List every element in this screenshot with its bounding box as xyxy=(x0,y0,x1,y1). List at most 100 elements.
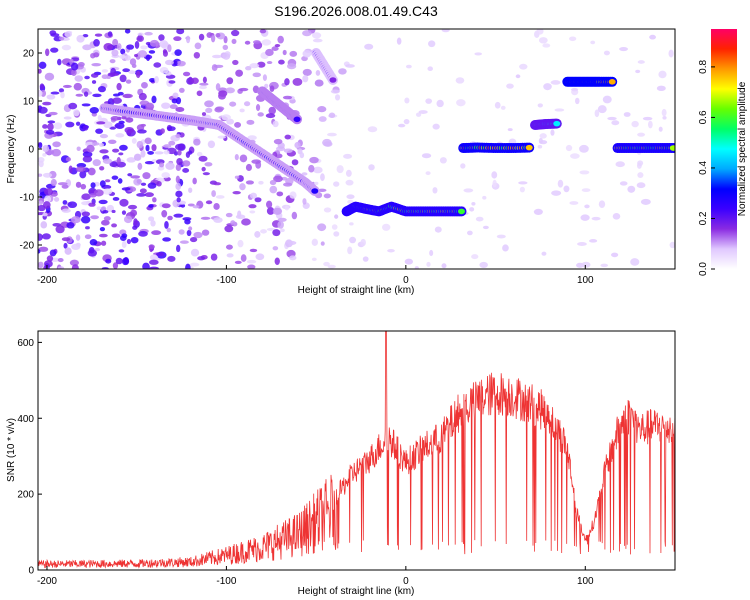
spectrogram-noise-blob xyxy=(193,51,201,59)
spectrogram-noise-blob xyxy=(44,195,52,203)
spectrogram-noise-blob xyxy=(202,172,210,176)
spectrogram-noise-blob xyxy=(277,220,284,229)
spectrogram-noise-blob xyxy=(57,58,62,66)
spectrogram-noise-blob xyxy=(502,244,509,252)
spectrogram-noise-blob xyxy=(65,121,75,128)
spectrogram-noise-blob xyxy=(563,185,570,193)
spectrogram-noise-blob xyxy=(254,230,261,238)
spectrogram-noise-blob xyxy=(140,149,146,158)
spectrogram-noise-blob xyxy=(126,44,135,50)
spectrogram-noise-blob xyxy=(171,98,178,104)
colorbar: 0.0 0.2 0.4 0.6 0.8 Normalized spectral ampl… xyxy=(698,29,748,276)
spectrogram-noise-blob xyxy=(109,161,118,168)
spectrogram-noise-blob xyxy=(349,222,354,226)
spectrogram-noise-blob xyxy=(161,102,171,109)
spectrogram-noise-blob xyxy=(96,121,106,125)
spectrogram-noise-blob xyxy=(612,213,621,220)
spectrogram-noise-blob xyxy=(239,154,248,163)
colorbar-tick-label: 0.8 xyxy=(698,60,709,74)
spectrogram-noise-blob xyxy=(169,104,178,110)
spectrogram-noise-blob xyxy=(519,63,528,70)
spectrogram-noise-blob xyxy=(86,144,95,153)
spectrogram-noise-blob xyxy=(571,87,579,92)
spectrogram-noise-blob xyxy=(147,150,154,155)
spectrogram-noise-blob xyxy=(55,225,65,234)
spectrogram-noise-blob xyxy=(125,79,132,84)
spectrogram-noise-blob xyxy=(151,230,162,236)
spectrogram-noise-blob xyxy=(554,108,565,112)
colorbar-tick-label: 0.0 xyxy=(698,262,709,276)
spectrogram-noise-blob xyxy=(168,80,176,84)
spectrogram-noise-blob xyxy=(53,197,60,202)
spectrogram-noise-blob xyxy=(302,30,312,37)
spectrogram-noise-blob xyxy=(149,254,158,261)
spectrogram-noise-blob xyxy=(166,227,171,233)
spectrogram-noise-blob xyxy=(68,102,78,110)
spectrogram-noise-blob xyxy=(51,148,62,157)
spectrogram-noise-blob xyxy=(129,58,137,66)
spectrogram-track-point xyxy=(311,188,319,194)
spectrogram-noise-blob xyxy=(144,161,155,165)
spectrogram-noise-blob xyxy=(367,126,378,133)
spectrogram-noise-blob xyxy=(434,226,442,233)
spectrogram-noise-blob xyxy=(172,92,179,99)
spectrogram-noise-blob xyxy=(71,243,81,251)
spectrogram-noise-blob xyxy=(150,220,156,227)
spectrogram-noise-blob xyxy=(403,118,410,125)
spectrogram-noise-blob xyxy=(204,100,214,108)
spectrogram-noise-blob xyxy=(200,216,211,220)
spectrogram-noise-blob xyxy=(50,47,59,53)
spectrogram-noise-blob xyxy=(121,240,127,248)
spectrogram-noise-blob xyxy=(185,263,191,269)
spectrogram-noise-blob xyxy=(252,40,261,44)
spectrogram-noise-blob xyxy=(151,144,157,152)
spectrogram-noise-blob xyxy=(441,263,447,269)
spectrogram-noise-blob xyxy=(215,33,221,38)
spectrogram-noise-blob xyxy=(265,48,274,57)
spectrogram-noise-blob xyxy=(53,122,63,130)
spectrogram-noise-blob xyxy=(284,134,292,140)
spectrogram-noise-blob xyxy=(149,39,159,47)
spectrogram-noise-blob xyxy=(73,82,83,91)
spectrogram-noise-blob xyxy=(80,215,91,224)
spectrogram-noise-blob xyxy=(188,187,193,193)
spectrogram-noise-blob xyxy=(61,184,69,189)
spectrogram-noise-blob xyxy=(269,180,277,186)
spectrogram-noise-blob xyxy=(631,120,639,128)
spectrogram-noise-blob xyxy=(246,259,257,264)
spectrogram-noise-blob xyxy=(269,85,275,92)
spectrogram-noise-blob xyxy=(254,197,262,203)
spectrogram-noise-blob xyxy=(230,220,236,226)
spectrogram-noise-blob xyxy=(168,140,176,146)
spectrogram-noise-blob xyxy=(164,220,169,229)
spectrogram-noise-blob xyxy=(204,162,213,167)
spectrogram-noise-blob xyxy=(89,239,98,246)
spectrogram-noise-blob xyxy=(197,256,206,261)
spectrogram-noise-blob xyxy=(70,216,81,224)
spectrogram-noise-blob xyxy=(427,66,433,72)
spectrogram-noise-blob xyxy=(82,44,92,51)
spectrogram-noise-blob xyxy=(218,92,226,100)
spectrogram-noise-blob xyxy=(99,134,109,139)
spectrogram-noise-blob xyxy=(111,49,119,57)
spectrogram-noise-blob xyxy=(211,64,218,71)
spectrogram-noise-blob xyxy=(148,244,155,250)
spectrogram-noise-blob xyxy=(151,95,157,104)
spectrogram-noise-blob xyxy=(301,172,308,176)
spectrogram-noise-blob xyxy=(188,226,193,231)
spectrogram-noise-blob xyxy=(63,116,72,120)
spectrogram-noise-blob xyxy=(234,121,242,128)
spectrogram-noise-blob xyxy=(492,179,497,188)
spectrogram-noise-blob xyxy=(82,151,93,158)
spectrogram-noise-blob xyxy=(334,214,339,219)
spectrogram-noise-blob xyxy=(174,49,182,56)
spectrogram-noise-blob xyxy=(201,166,206,172)
spectrogram-noise-blob xyxy=(175,133,181,138)
spectrogram-noise-blob xyxy=(102,209,109,214)
spectrogram-noise-blob xyxy=(323,207,332,213)
spectrogram-noise-blob xyxy=(132,225,138,230)
snr-marks xyxy=(38,331,675,569)
spectrogram-noise-blob xyxy=(76,146,81,151)
